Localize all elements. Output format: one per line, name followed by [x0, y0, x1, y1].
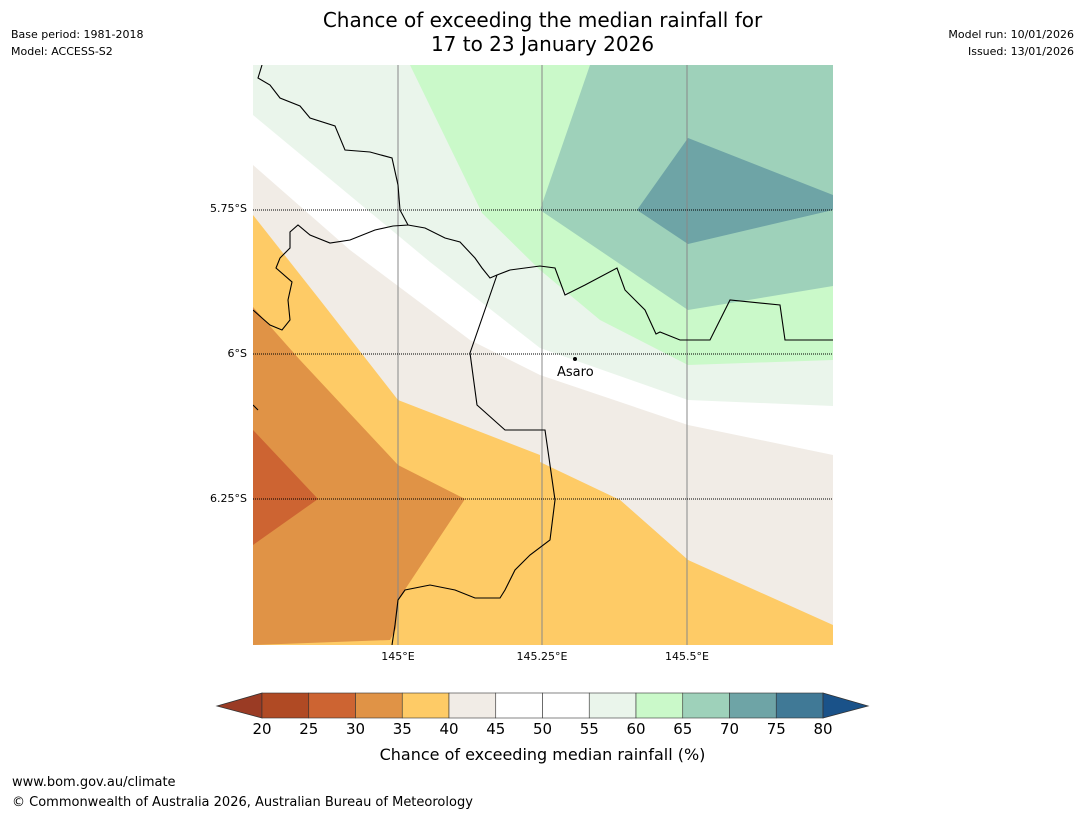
- lon-label-145-25: 145.25°E: [516, 650, 568, 663]
- colorbar-cell: [635, 692, 684, 719]
- colorbar-cell: [775, 692, 824, 719]
- map-title-line-1: Chance of exceeding the median rainfall …: [322, 8, 763, 32]
- place-label-asaro: Asaro: [557, 365, 594, 380]
- colorbar-tick-label: 65: [673, 720, 693, 738]
- colorbar-cell: [495, 692, 543, 719]
- colorbar-tick-label: 20: [252, 720, 272, 738]
- colorbar-tick-label: 50: [532, 720, 553, 738]
- colorbar-cell: [588, 692, 637, 719]
- colorbar-tick-label: 55: [579, 720, 599, 738]
- zone-30-35: [253, 307, 465, 645]
- province-boundaries: [253, 65, 833, 645]
- zone-25-30: [253, 430, 318, 545]
- footer-url: www.bom.gov.au/climate: [12, 775, 176, 790]
- colorbar-tick-label: 80: [813, 720, 833, 738]
- colorbar-tick-label: 75: [766, 720, 786, 738]
- colorbar-low-extend: [215, 692, 263, 719]
- colorbar-tick-label: 60: [626, 720, 646, 738]
- colorbar-cell: [261, 692, 310, 719]
- colorbar: [215, 692, 870, 719]
- colorbar-tick-label: 35: [392, 720, 412, 738]
- boundary-central: [391, 274, 556, 645]
- colorbar-tick-label: 70: [719, 720, 740, 738]
- zone-70-75: [637, 138, 833, 244]
- colorbar-cell: [729, 692, 777, 719]
- boundary-west: [253, 65, 409, 331]
- probability-zones: [253, 65, 833, 645]
- zone-35-40-south: [395, 499, 833, 645]
- colorbar-tick-label: 40: [439, 720, 459, 738]
- colorbar-tick-label: 30: [345, 720, 366, 738]
- base-period-text: Base period: 1981-2018: [11, 28, 144, 41]
- colorbar-tick-label: 25: [299, 720, 319, 738]
- colorbar-cell: [542, 692, 590, 719]
- lat-label-6: 6°S: [227, 347, 247, 360]
- colorbar-cell: [308, 692, 356, 719]
- footer-copyright: © Commonwealth of Australia 2026, Austra…: [12, 795, 473, 810]
- issued-text: Issued: 13/01/2026: [967, 45, 1074, 58]
- boundary-north-east: [407, 224, 833, 341]
- latitude-lines: [253, 209, 833, 500]
- map-title-line-2: 17 to 23 January 2026: [430, 32, 655, 56]
- colorbar-cell: [355, 692, 403, 719]
- colorbar-cell: [401, 692, 450, 719]
- asaro-marker: [573, 357, 577, 361]
- longitude-lines: [397, 65, 688, 645]
- meta-right: Model run: 10/01/2026 Issued: 13/01/2026: [948, 26, 1074, 60]
- colorbar-cell: [682, 692, 730, 719]
- lon-label-145-5: 145.5°E: [665, 650, 709, 663]
- colorbar-high-extend: [822, 692, 870, 719]
- model-text: Model: ACCESS-S2: [11, 45, 113, 58]
- model-run-text: Model run: 10/01/2026: [948, 28, 1074, 41]
- colorbar-label: Chance of exceeding median rainfall (%): [379, 745, 706, 764]
- lon-label-145: 145°E: [381, 650, 415, 663]
- colorbar-cells: [261, 692, 824, 719]
- colorbar-tick-label: 45: [486, 720, 506, 738]
- lat-label-6-25: 6.25°S: [210, 492, 247, 505]
- lat-label-5-75: 5.75°S: [210, 202, 247, 215]
- meta-left: Base period: 1981-2018 Model: ACCESS-S2: [11, 26, 143, 60]
- boundary-west-edge: [253, 404, 259, 411]
- colorbar-cell: [448, 692, 497, 719]
